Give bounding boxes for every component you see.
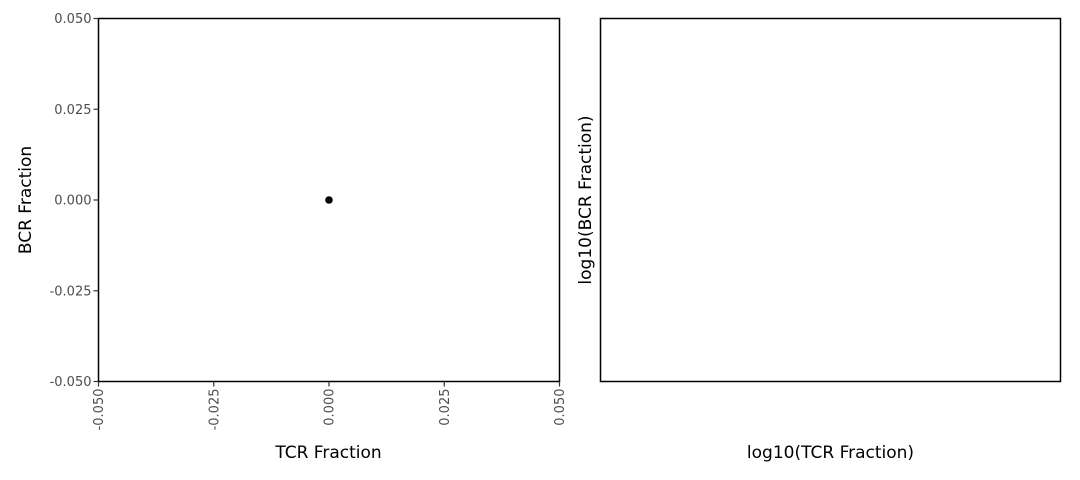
y-tick-label: 0.000 (54, 194, 91, 209)
x-tick-label: 0.000 (323, 389, 338, 426)
right-x-axis-title: log10(TCR Fraction) (747, 443, 914, 463)
left-chart: -0.050 -0.025 0.000 0.025 0.050 -0.050 -0.025… (16, 12, 568, 463)
y-tick-label: 0.050 (54, 12, 91, 27)
left-x-axis: -0.050 -0.025 0.000 0.025 0.050 (92, 381, 568, 431)
data-point (325, 196, 333, 204)
x-tick-label: -0.025 (207, 389, 222, 431)
left-x-axis-title: TCR Fraction (274, 443, 381, 463)
right-chart: log10(TCR Fraction) log10(BCR Fraction) (576, 17, 1062, 463)
y-tick-label: 0.025 (54, 103, 91, 118)
x-tick-label: 0.025 (438, 389, 453, 426)
y-tick-label: -0.025 (50, 284, 92, 299)
y-tick-label: -0.050 (50, 375, 92, 390)
x-tick-label: -0.050 (92, 389, 107, 431)
left-points-layer (325, 196, 333, 204)
left-y-axis-title: BCR Fraction (16, 146, 36, 254)
right-y-axis-title: log10(BCR Fraction) (576, 115, 596, 284)
right-panel-frame (599, 17, 1062, 383)
x-tick-label: 0.050 (553, 389, 568, 426)
left-y-axis: -0.050 -0.025 0.000 0.025 0.050 (50, 12, 99, 390)
